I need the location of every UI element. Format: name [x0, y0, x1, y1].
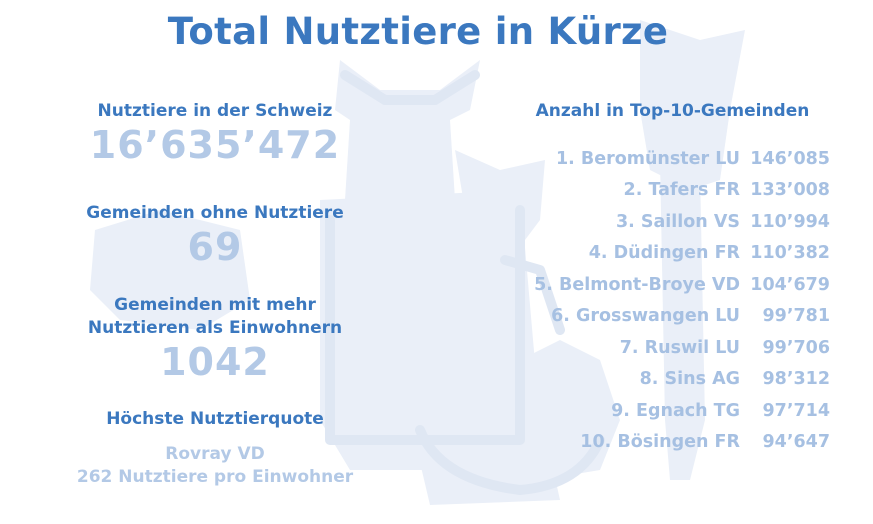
more-livestock-label-line1: Gemeinden mit mehr	[114, 295, 316, 315]
ranking-municipality: 1. Beromünster LU	[555, 148, 740, 169]
ranking-row: 6. Grosswangen LU 99’781	[500, 301, 845, 333]
zero-livestock-value: 69	[187, 225, 243, 269]
more-livestock-value: 1042	[160, 340, 270, 384]
ranking-row: 3. Saillon VS 110’994	[500, 206, 845, 238]
zero-livestock-label: Gemeinden ohne Nutztiere	[86, 203, 344, 223]
ranking-row: 4. Düdingen FR 110’382	[500, 238, 845, 270]
ranking-count: 133’008	[750, 180, 830, 201]
ranking-row: 9. Egnach TG 97’714	[500, 395, 845, 427]
ranking-count: 146’085	[750, 148, 830, 169]
ranking-count: 94’647	[762, 432, 830, 453]
summary-stats: Nutztiere in der Schweiz 16’635’472 Geme…	[30, 100, 400, 489]
ranking-municipality: 5. Belmont-Broye VD	[534, 274, 740, 295]
highest-quota-place: Rovray VD	[165, 444, 265, 464]
chicken-icon	[410, 340, 620, 505]
ranking-municipality: 9. Egnach TG	[611, 400, 740, 421]
highest-quota-detail: 262 Nutztiere pro Einwohner	[76, 467, 354, 487]
more-livestock-label-line2: Nutztieren als Einwohnern	[87, 318, 343, 338]
ranking-heading: Anzahl in Top-10-Gemeinden	[535, 101, 810, 121]
ranking-municipality: 4. Düdingen FR	[588, 243, 740, 264]
pig-icon	[90, 210, 250, 330]
horse-icon	[640, 20, 745, 480]
ranking-count: 97’714	[762, 400, 830, 421]
ranking-row: 7. Ruswil LU 99’706	[500, 332, 845, 364]
ranking-municipality: 3. Saillon VS	[615, 211, 740, 232]
zero-livestock-stat: Gemeinden ohne Nutztiere 69	[30, 202, 400, 294]
ranking-municipality: 6. Grosswangen LU	[551, 306, 740, 327]
ranking-count: 98’312	[762, 369, 830, 390]
highest-quota-stat: Höchste Nutztierquote Rovray VD 262 Nutz…	[30, 408, 400, 489]
page-title: Total Nutztiere in Kürze	[167, 10, 669, 53]
ranking-municipality: 2. Tafers FR	[623, 180, 740, 201]
highest-quota-label: Höchste Nutztierquote	[106, 409, 324, 429]
ranking-municipality: 10. Bösingen FR	[580, 432, 740, 453]
livestock-total-label: Nutztiere in der Schweiz	[97, 101, 333, 121]
ranking-row: 2. Tafers FR 133’008	[500, 175, 845, 207]
ranking-row: 8. Sins AG 98’312	[500, 364, 845, 396]
ranking-row: 5. Belmont-Broye VD 104’679	[500, 269, 845, 301]
ranking-row: 1. Beromünster LU 146’085	[500, 143, 845, 175]
top-ten-ranking: Anzahl in Top-10-Gemeinden 1. Beromünste…	[500, 100, 845, 458]
livestock-total-value: 16’635’472	[89, 123, 341, 167]
sheep-icon	[355, 300, 450, 420]
ranking-count: 99’781	[762, 306, 830, 327]
ranking-count: 99’706	[762, 337, 830, 358]
ranking-municipality: 8. Sins AG	[639, 369, 740, 390]
ranking-count: 104’679	[750, 274, 830, 295]
ranking-count: 110’994	[750, 211, 830, 232]
ranking-count: 110’382	[750, 243, 830, 264]
livestock-total-stat: Nutztiere in der Schweiz 16’635’472	[30, 100, 400, 202]
ranking-row: 10. Bösingen FR 94’647	[500, 427, 845, 459]
more-livestock-stat: Gemeinden mit mehr Nutztieren als Einwoh…	[30, 294, 400, 408]
ranking-list: 1. Beromünster LU 146’085 2. Tafers FR 1…	[500, 143, 845, 458]
ranking-municipality: 7. Ruswil LU	[619, 337, 740, 358]
